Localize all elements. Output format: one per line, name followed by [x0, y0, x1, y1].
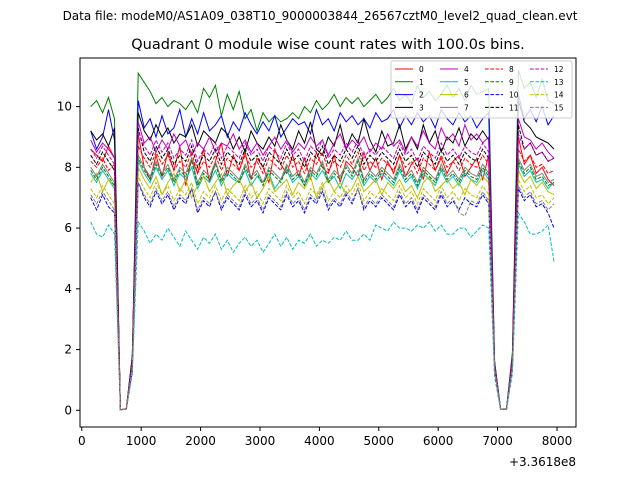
x-tick-label: 4000 — [304, 434, 335, 448]
legend-label-7: 7 — [464, 103, 469, 112]
series-line-5 — [90, 161, 555, 411]
x-tick-label: 3000 — [245, 434, 276, 448]
series-line-12 — [90, 130, 555, 411]
series-line-7 — [90, 154, 555, 411]
legend-label-1: 1 — [419, 78, 424, 87]
x-tick-label: 2000 — [185, 434, 216, 448]
y-axis: 0 2 4 6 8 10 — [57, 100, 80, 417]
series-line-11 — [90, 124, 555, 411]
x-axis: 0 1000 2000 3000 4000 5000 6000 7000 8000 — [78, 427, 572, 448]
series-line-3 — [90, 100, 555, 411]
legend-label-0: 0 — [419, 65, 424, 74]
legend-label-4: 4 — [464, 65, 469, 74]
series-line-9 — [90, 157, 555, 411]
legend-label-12: 12 — [554, 65, 564, 74]
series-line-14 — [90, 176, 555, 411]
series-line-2 — [90, 94, 555, 411]
y-tick-label: 0 — [64, 403, 72, 417]
y-tick-label: 8 — [64, 160, 72, 174]
legend-label-8: 8 — [509, 65, 514, 74]
y-tick-label: 4 — [64, 282, 72, 296]
series-line-13 — [90, 211, 555, 411]
x-tick-label: 5000 — [364, 434, 395, 448]
series-line-8 — [90, 145, 555, 411]
legend-label-5: 5 — [464, 78, 469, 87]
x-tick-label: 7000 — [482, 434, 513, 448]
series-line-10 — [90, 182, 555, 411]
legend-label-15: 15 — [554, 103, 564, 112]
series-line-15 — [90, 182, 555, 411]
x-offset-label: +3.3618e8 — [509, 455, 576, 469]
legend-label-2: 2 — [419, 91, 424, 100]
legend-label-10: 10 — [509, 91, 519, 100]
legend-label-9: 9 — [509, 78, 514, 87]
series-layer — [90, 69, 555, 411]
chart-title: Quadrant 0 module wise count rates with … — [131, 37, 525, 53]
series-line-6 — [90, 167, 555, 411]
legend-label-3: 3 — [419, 103, 424, 112]
legend-label-13: 13 — [554, 78, 564, 87]
figure-suptitle: Data file: modeM0/AS1A09_038T10_90000038… — [63, 9, 578, 23]
legend-label-14: 14 — [554, 91, 564, 100]
x-tick-label: 1000 — [126, 434, 157, 448]
y-tick-label: 10 — [57, 100, 72, 114]
x-tick-label: 8000 — [542, 434, 573, 448]
legend-label-11: 11 — [509, 103, 519, 112]
plot-frame — [79, 57, 577, 428]
legend-label-6: 6 — [464, 91, 469, 100]
y-tick-label: 2 — [64, 343, 72, 357]
x-tick-label: 6000 — [423, 434, 454, 448]
y-tick-label: 6 — [64, 221, 72, 235]
legend-box — [390, 60, 573, 119]
series-line-0 — [90, 133, 555, 411]
x-tick-label: 0 — [78, 434, 86, 448]
